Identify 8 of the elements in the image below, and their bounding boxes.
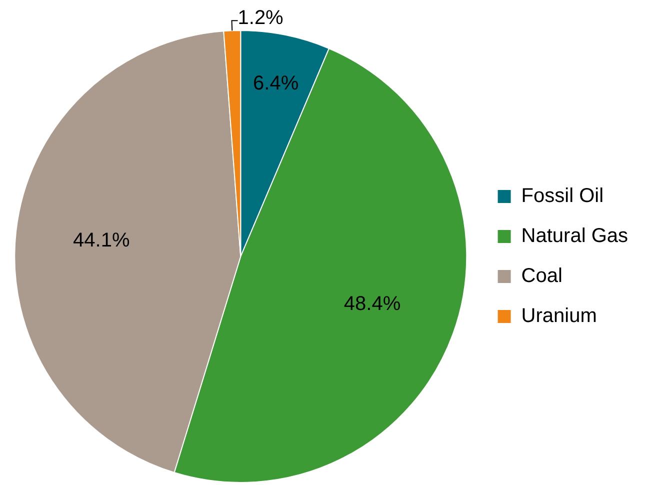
data-label: 1.2% [238,7,284,30]
legend-label: Coal [521,265,562,288]
legend-label: Fossil Oil [521,185,604,208]
legend-label: Uranium [521,305,597,328]
legend-label: Natural Gas [521,225,628,248]
data-label: 48.4% [344,293,401,316]
data-label: 6.4% [253,72,299,94]
data-label: 44.1% [73,229,130,252]
